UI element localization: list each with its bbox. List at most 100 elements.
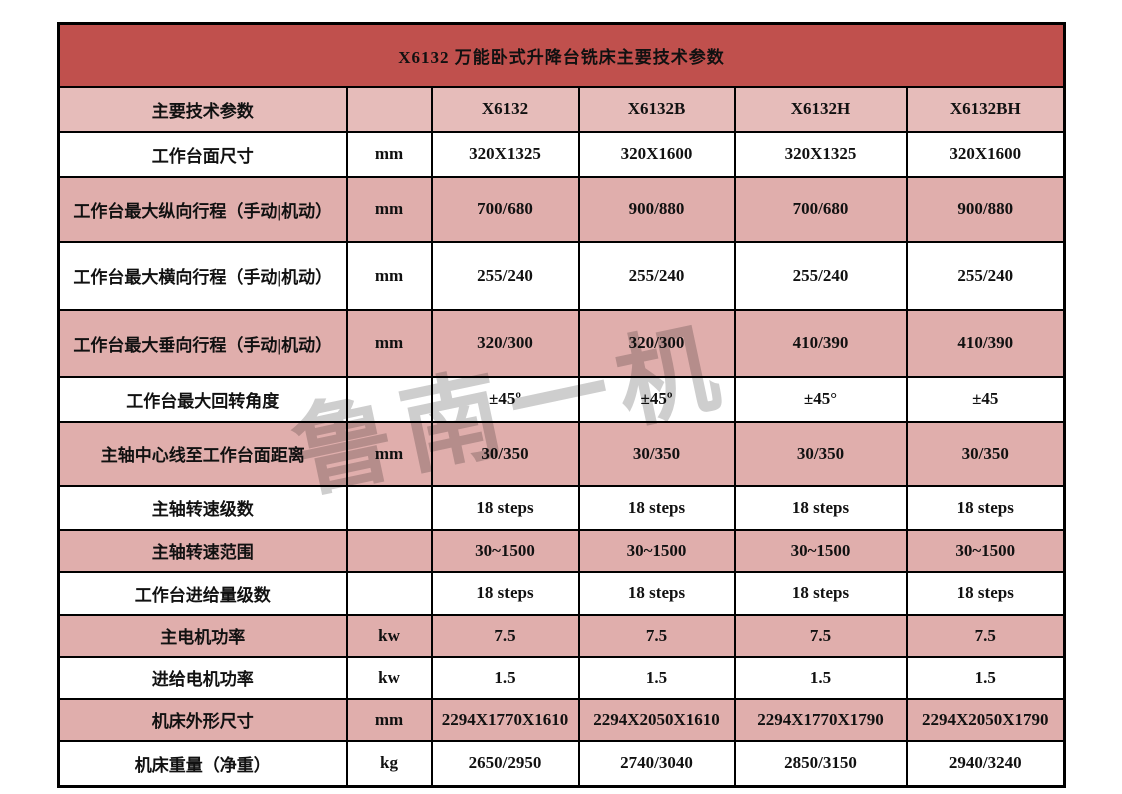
row-label: 机床重量（净重）	[57, 739, 348, 788]
table-row: 工作台最大横向行程（手动|机动） mm 255/240 255/240 255/240 2…	[57, 240, 1066, 311]
value-cell: 255/240	[430, 240, 580, 311]
header-param-label: 主要技术参数	[57, 85, 348, 133]
unit-cell	[345, 570, 433, 616]
value-cell: 700/680	[430, 175, 580, 243]
value-cell: 7.5	[733, 613, 908, 658]
row-label: 机床外形尺寸	[57, 697, 348, 742]
unit-cell: kw	[345, 613, 433, 658]
value-cell: 700/680	[733, 175, 908, 243]
unit-cell: kw	[345, 655, 433, 700]
page-title: X6132 万能卧式升降台铣床主要技术参数	[57, 22, 1066, 88]
unit-cell: mm	[345, 420, 433, 487]
unit-cell: mm	[345, 308, 433, 378]
row-label: 主轴中心线至工作台面距离	[57, 420, 348, 487]
value-cell: 18 steps	[577, 570, 736, 616]
value-cell: 320X1600	[905, 130, 1066, 178]
row-label: 工作台最大横向行程（手动|机动）	[57, 240, 348, 311]
value-cell: 255/240	[577, 240, 736, 311]
value-cell: 320X1325	[430, 130, 580, 178]
value-cell: 255/240	[905, 240, 1066, 311]
value-cell: 30/350	[577, 420, 736, 487]
value-cell: ±45°	[733, 375, 908, 423]
table-row: 工作台进给量级数 18 steps 18 steps 18 steps 18 steps	[57, 570, 1066, 616]
value-cell: 30~1500	[577, 528, 736, 573]
value-cell: 410/390	[905, 308, 1066, 378]
table-row: 机床外形尺寸 mm 2294X1770X1610 2294X2050X1610 2294…	[57, 697, 1066, 742]
table-row: 主轴中心线至工作台面距离 mm 30/350 30/350 30/350 30/350	[57, 420, 1066, 487]
unit-cell	[345, 528, 433, 573]
value-cell: 900/880	[905, 175, 1066, 243]
value-cell: 30/350	[430, 420, 580, 487]
row-label: 主电机功率	[57, 613, 348, 658]
value-cell: 410/390	[733, 308, 908, 378]
value-cell: 30~1500	[905, 528, 1066, 573]
value-cell: 7.5	[430, 613, 580, 658]
value-cell: 2294X2050X1610	[577, 697, 736, 742]
value-cell: 320X1600	[577, 130, 736, 178]
value-cell: 18 steps	[905, 484, 1066, 531]
table-row: 主轴转速范围 30~1500 30~1500 30~1500 30~1500	[57, 528, 1066, 573]
value-cell: 18 steps	[733, 570, 908, 616]
value-cell: 1.5	[577, 655, 736, 700]
table-row: 进给电机功率 kw 1.5 1.5 1.5 1.5	[57, 655, 1066, 700]
value-cell: 18 steps	[430, 570, 580, 616]
spec-table-body: 工作台面尺寸 mm 320X1325 320X1600 320X1325 320X1600…	[57, 130, 1066, 788]
row-label: 主轴转速级数	[57, 484, 348, 531]
row-label: 进给电机功率	[57, 655, 348, 700]
value-cell: 1.5	[733, 655, 908, 700]
row-label: 工作台最大垂向行程（手动|机动）	[57, 308, 348, 378]
table-header-row: 主要技术参数 X6132 X6132B X6132H X6132BH	[57, 85, 1066, 133]
value-cell: 2294X1770X1610	[430, 697, 580, 742]
header-model-x6132h: X6132H	[733, 85, 908, 133]
row-label: 主轴转速范围	[57, 528, 348, 573]
value-cell: ±45º	[577, 375, 736, 423]
row-label: 工作台进给量级数	[57, 570, 348, 616]
value-cell: 320/300	[577, 308, 736, 378]
unit-cell: mm	[345, 130, 433, 178]
header-unit-cell	[345, 85, 433, 133]
unit-cell: mm	[345, 240, 433, 311]
unit-cell: kg	[345, 739, 433, 788]
value-cell: ±45º	[430, 375, 580, 423]
value-cell: 320/300	[430, 308, 580, 378]
value-cell: 30/350	[905, 420, 1066, 487]
value-cell: 18 steps	[905, 570, 1066, 616]
value-cell: 2740/3040	[577, 739, 736, 788]
value-cell: 320X1325	[733, 130, 908, 178]
unit-cell	[345, 484, 433, 531]
row-label: 工作台最大回转角度	[57, 375, 348, 423]
value-cell: 1.5	[905, 655, 1066, 700]
header-model-x6132: X6132	[430, 85, 580, 133]
value-cell: 7.5	[905, 613, 1066, 658]
table-row: 主电机功率 kw 7.5 7.5 7.5 7.5	[57, 613, 1066, 658]
unit-cell	[345, 375, 433, 423]
table-row: 工作台最大回转角度 ±45º ±45º ±45° ±45	[57, 375, 1066, 423]
value-cell: 30~1500	[430, 528, 580, 573]
table-row: 工作台最大垂向行程（手动|机动） mm 320/300 320/300 410/390 4…	[57, 308, 1066, 378]
table-row: 机床重量（净重） kg 2650/2950 2740/3040 2850/3150 294…	[57, 739, 1066, 788]
spec-table: X6132 万能卧式升降台铣床主要技术参数 主要技术参数 X6132 X6132…	[57, 22, 1066, 788]
table-row: 工作台最大纵向行程（手动|机动） mm 700/680 900/880 700/680 9…	[57, 175, 1066, 243]
value-cell: 2294X1770X1790	[733, 697, 908, 742]
header-model-x6132bh: X6132BH	[905, 85, 1066, 133]
value-cell: 2294X2050X1790	[905, 697, 1066, 742]
value-cell: ±45	[905, 375, 1066, 423]
unit-cell: mm	[345, 175, 433, 243]
value-cell: 255/240	[733, 240, 908, 311]
value-cell: 1.5	[430, 655, 580, 700]
title-row: X6132 万能卧式升降台铣床主要技术参数	[57, 22, 1066, 88]
value-cell: 18 steps	[430, 484, 580, 531]
row-label: 工作台最大纵向行程（手动|机动）	[57, 175, 348, 243]
value-cell: 2850/3150	[733, 739, 908, 788]
value-cell: 2650/2950	[430, 739, 580, 788]
value-cell: 30~1500	[733, 528, 908, 573]
value-cell: 18 steps	[577, 484, 736, 531]
value-cell: 18 steps	[733, 484, 908, 531]
value-cell: 7.5	[577, 613, 736, 658]
table-row: 主轴转速级数 18 steps 18 steps 18 steps 18 steps	[57, 484, 1066, 531]
unit-cell: mm	[345, 697, 433, 742]
table-row: 工作台面尺寸 mm 320X1325 320X1600 320X1325 320X1600	[57, 130, 1066, 178]
value-cell: 2940/3240	[905, 739, 1066, 788]
value-cell: 900/880	[577, 175, 736, 243]
header-model-x6132b: X6132B	[577, 85, 736, 133]
